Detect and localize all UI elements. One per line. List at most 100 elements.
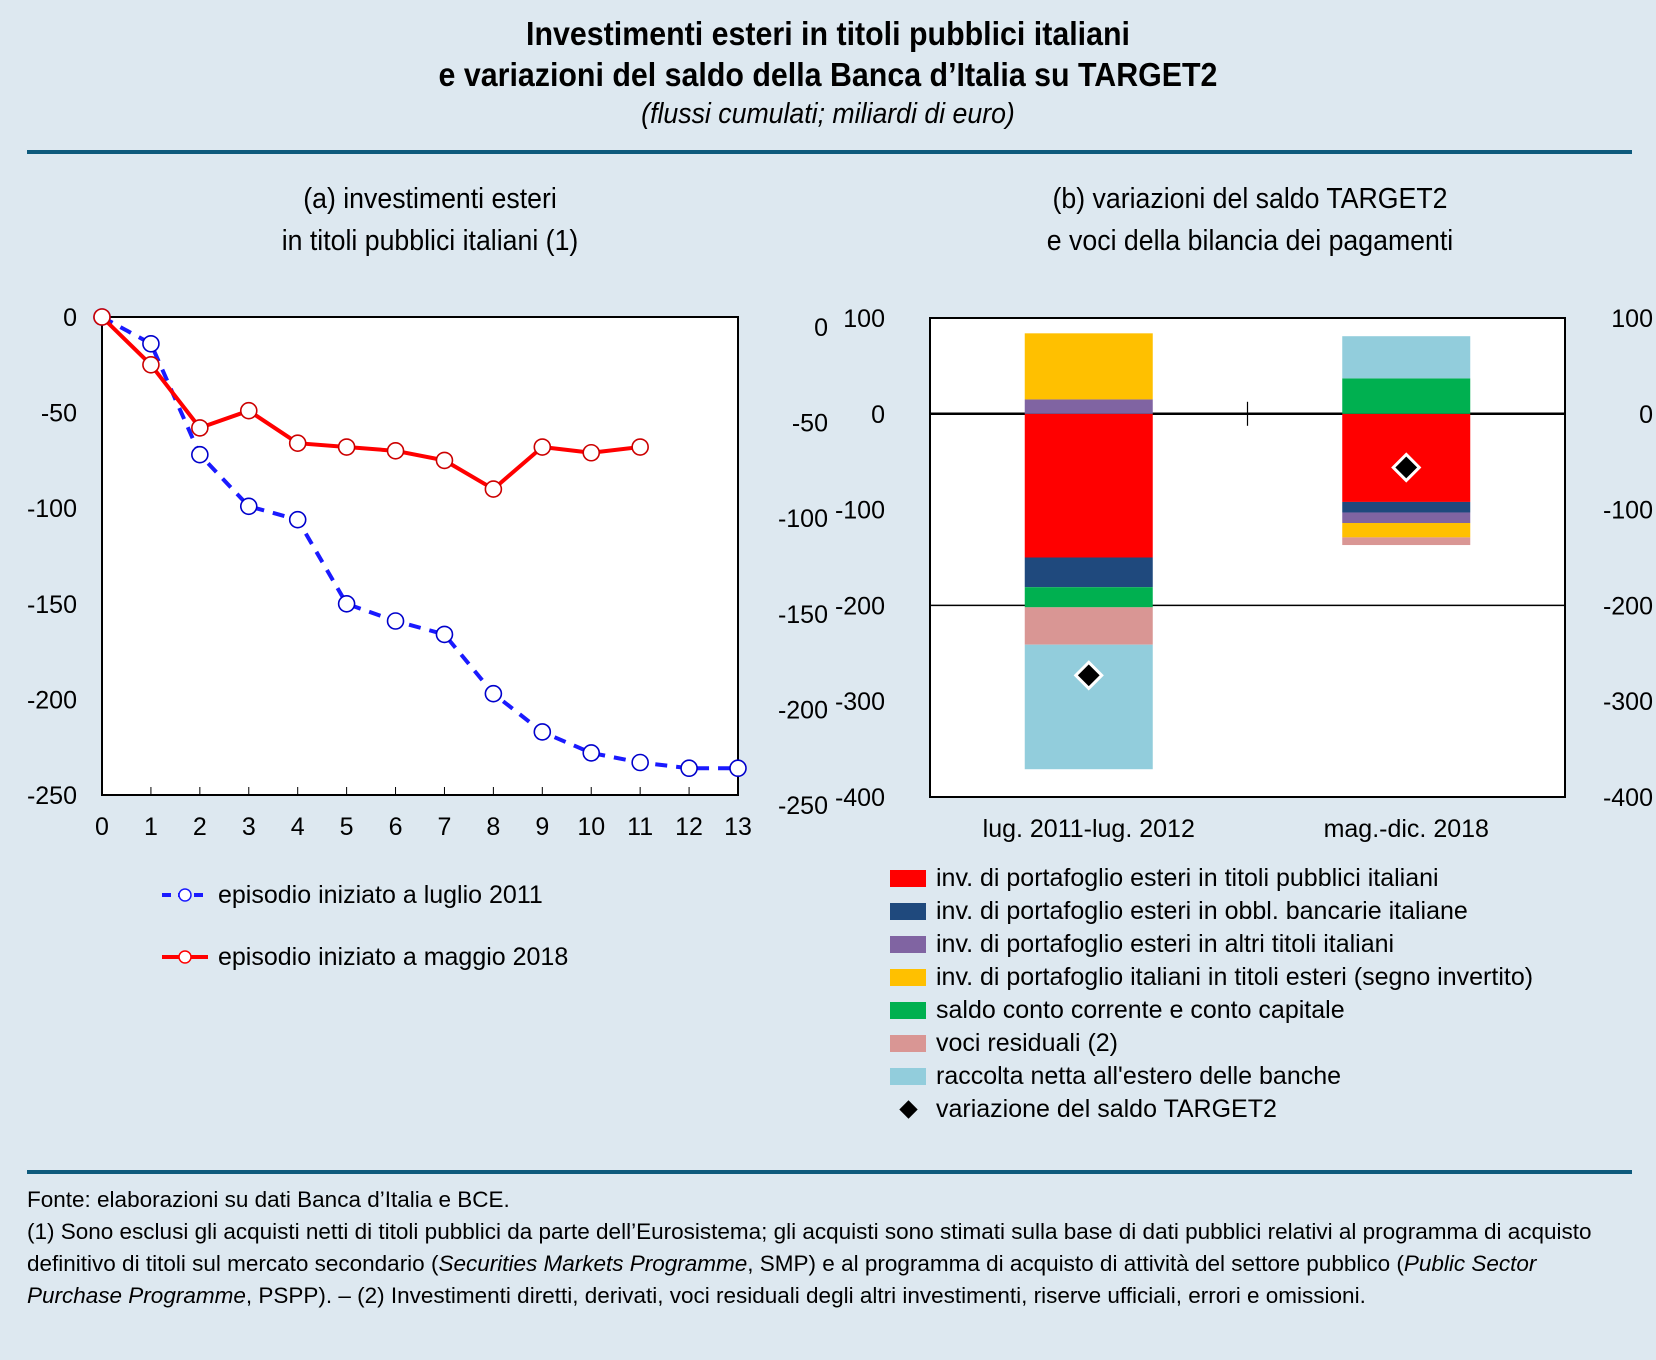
x-tick-label: 4 xyxy=(291,813,305,841)
y-tick-label-right: 100 xyxy=(1611,305,1653,333)
data-point-2011 xyxy=(729,759,747,778)
data-point-2011 xyxy=(288,510,307,529)
y-tick-label-right: -100 xyxy=(1603,497,1653,525)
footnote-italic: Securities Markets Programme xyxy=(438,1251,748,1276)
y-tick-label-right: -400 xyxy=(1603,784,1653,812)
panel-b-title-line1: (b) variazioni del saldo TARGET2 xyxy=(1052,183,1448,215)
legend-label: inv. di portafoglio esteri in obbl. banc… xyxy=(936,897,1468,925)
chart-title-line2: e variazioni del saldo della Banca d’Ita… xyxy=(438,56,1218,93)
plot-area xyxy=(101,316,739,796)
x-tick-label: 10 xyxy=(577,813,605,841)
x-tick-label: 0 xyxy=(95,813,109,841)
top-divider xyxy=(27,150,1632,154)
diamond-icon xyxy=(890,1100,926,1119)
x-tick-label: 5 xyxy=(340,813,354,841)
data-point-2018 xyxy=(533,438,552,456)
y-tick-label-right: -250 xyxy=(778,792,828,820)
footnote-text: (1) Sono esclusi gli acquisti netti di t… xyxy=(27,1219,1592,1276)
y-tick-label-left: 0 xyxy=(63,304,77,332)
y-tick-label-left: -300 xyxy=(835,688,885,716)
target2-diamond-marker xyxy=(1073,660,1104,691)
legend-item: inv. di portafoglio esteri in obbl. banc… xyxy=(890,895,1533,928)
y-tick-label-left: -50 xyxy=(41,400,77,428)
legend-swatch-green xyxy=(890,1002,926,1019)
y-tick-label-right: -200 xyxy=(1603,592,1653,620)
legend-item: inv. di portafoglio esteri in titoli pub… xyxy=(890,862,1533,895)
footnotes: Fonte: elaborazioni su dati Banca d’Ital… xyxy=(27,1184,1637,1312)
legend-swatch-purple xyxy=(890,936,926,953)
y-tick-label-left: -100 xyxy=(835,497,885,525)
bar-segment xyxy=(1024,587,1153,608)
y-tick-label-right: -300 xyxy=(1603,688,1653,716)
bar-segment xyxy=(1024,607,1153,645)
data-point-2018 xyxy=(631,438,649,456)
legend-label: raccolta netta all'estero delle banche xyxy=(936,1062,1342,1090)
y-tick-label-right: 0 xyxy=(1639,401,1653,429)
legend-solid-line-circle-icon xyxy=(162,950,208,964)
legend-item: voci residuali (2) xyxy=(890,1027,1533,1060)
footnote-italic: Public Sector Purchase Programme xyxy=(27,1251,1537,1308)
data-point-2018 xyxy=(93,308,111,326)
x-tick-label: 9 xyxy=(535,813,549,841)
legend-label: inv. di portafoglio esteri in altri tito… xyxy=(936,930,1395,958)
x-tick-label: 11 xyxy=(627,813,653,841)
bar-segment xyxy=(1024,333,1153,400)
y-tick-label-right: -200 xyxy=(778,696,828,724)
data-point-2018 xyxy=(239,401,258,420)
y-tick-label-left: -150 xyxy=(27,591,77,619)
y-tick-label-left: 100 xyxy=(843,305,885,333)
y-tick-label-left: -400 xyxy=(835,784,885,812)
bar-segment xyxy=(1342,501,1471,513)
data-point-2011 xyxy=(239,497,258,516)
y-tick-label-right: -50 xyxy=(792,410,828,438)
data-point-2018 xyxy=(288,434,307,452)
data-point-2011 xyxy=(386,612,405,630)
x-tick-label: 1 xyxy=(144,813,158,841)
y-tick-label-right: -150 xyxy=(778,601,828,629)
legend-swatch-red xyxy=(890,870,926,887)
x-category-label: mag.-dic. 2018 xyxy=(1324,815,1489,843)
bar-segment xyxy=(1342,336,1471,379)
footnote-text: , PSPP). – (2) Investimenti diretti, der… xyxy=(245,1283,1366,1308)
y-tick-label-left: -200 xyxy=(835,592,885,620)
bar-segment xyxy=(1024,557,1153,588)
x-tick-label: 8 xyxy=(486,813,500,841)
data-point-2011 xyxy=(680,759,698,778)
legend-swatch-yellow xyxy=(890,969,926,986)
panel-b-stacked-bar-chart: 100 100 0 0 -100 -100 -200 -200 -300 -300 -400 -400… xyxy=(835,305,1653,843)
data-point-2011 xyxy=(631,753,649,772)
x-tick-label: 13 xyxy=(724,813,752,841)
y-tick-label-left: -100 xyxy=(27,495,77,523)
panel-a-title-line2: in titoli pubblici italiani (1) xyxy=(281,225,579,257)
data-point-2018 xyxy=(142,355,160,374)
data-point-2011 xyxy=(484,684,503,703)
legend-item: variazione del saldo TARGET2 xyxy=(890,1093,1533,1126)
footnote-1-2: (1) Sono esclusi gli acquisti netti di t… xyxy=(27,1216,1637,1312)
footnote-text: , SMP) e al programma di acquisto di att… xyxy=(747,1251,1404,1276)
y-tick-label-right: -100 xyxy=(778,505,828,533)
data-point-2011 xyxy=(191,445,209,464)
data-point-2018 xyxy=(191,419,209,437)
panel-b-legend: inv. di portafoglio esteri in titoli pub… xyxy=(890,862,1533,1126)
legend-label: saldo conto corrente e conto capitale xyxy=(936,996,1345,1024)
y-tick-label-right: 0 xyxy=(814,314,828,342)
legend-label-2018: episodio iniziato a maggio 2018 xyxy=(218,943,569,971)
legend-swatch-light-blue xyxy=(890,1068,926,1085)
legend-item-2018: episodio iniziato a maggio 2018 xyxy=(160,942,568,972)
legend-label: inv. di portafoglio italiani in titoli e… xyxy=(936,963,1534,991)
data-point-2011 xyxy=(435,625,454,644)
source-note: Fonte: elaborazioni su dati Banca d’Ital… xyxy=(27,1187,510,1212)
legend-item: raccolta netta all'estero delle banche xyxy=(890,1060,1533,1093)
y-tick-label-left: -200 xyxy=(27,686,77,714)
legend-dashed-line-circle-icon xyxy=(162,888,208,902)
x-tick-label: 3 xyxy=(242,813,256,841)
legend-label: voci residuali (2) xyxy=(936,1029,1119,1057)
chart-subtitle: (flussi cumulati; miliardi di euro) xyxy=(641,98,1015,130)
bar-segment xyxy=(1342,512,1471,524)
data-point-2018 xyxy=(484,480,503,498)
panel-a-title-line1: (a) investimenti esteri xyxy=(303,183,557,215)
y-tick-label-left: -250 xyxy=(27,782,77,810)
bar-segment xyxy=(1342,523,1471,538)
target2-diamond-marker xyxy=(1391,452,1422,483)
